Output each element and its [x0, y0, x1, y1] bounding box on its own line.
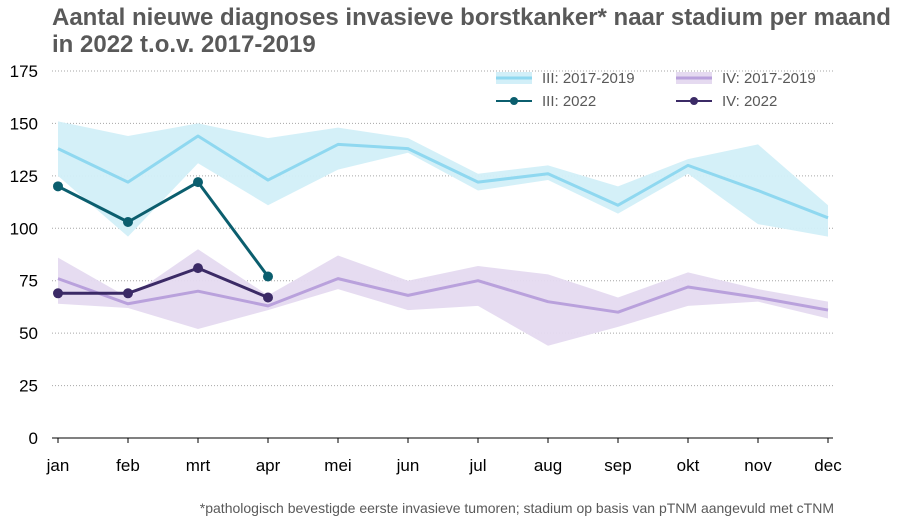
grid-layer — [52, 70, 833, 387]
line-layer — [53, 177, 273, 303]
x-tick-label-apr: apr — [256, 456, 281, 475]
x-tick-label-dec: dec — [814, 456, 842, 475]
chart-title-line-1: Aantal nieuwe diagnoses invasieve borstk… — [52, 4, 891, 31]
point-iv-2022-apr — [263, 292, 273, 303]
band-layer — [57, 121, 829, 346]
legend-label-iv-2017-2019: IV: 2017-2019 — [722, 70, 816, 87]
x-tick-label-sep: sep — [604, 456, 631, 475]
y-tick-label-150: 150 — [10, 114, 38, 133]
x-tick-label-jun: jun — [396, 456, 420, 475]
x-tick-label-aug: aug — [534, 456, 562, 475]
legend-label-iii-2022: III: 2022 — [542, 93, 596, 110]
x-tick-label-nov: nov — [744, 456, 772, 475]
point-iv-2022-feb — [123, 288, 133, 299]
legend-swatch-marker-iv-2022 — [690, 97, 698, 105]
point-iii-2022-feb — [123, 216, 133, 227]
series-line-iv-2022 — [58, 266, 269, 299]
band-area-iv-2017-2019 — [58, 249, 828, 346]
legend: III: 2017-2019 IV: 2017-2019 III: 2022 IV: … — [496, 70, 816, 110]
point-iii-2022-mrt — [193, 177, 203, 188]
point-iv-2022-jan — [53, 288, 63, 299]
y-tick-label-50: 50 — [19, 324, 38, 343]
y-tick-label-125: 125 — [10, 167, 38, 186]
band-mean-line-iii-2017-2019 — [57, 134, 829, 220]
x-tick-label-okt: okt — [677, 456, 700, 475]
y-tick-label-75: 75 — [19, 272, 38, 291]
chart-title-line-2: in 2022 t.o.v. 2017-2019 — [52, 31, 316, 58]
point-iii-2022-jan — [53, 181, 63, 192]
y-tick-label-0: 0 — [29, 429, 38, 448]
y-tick-label-175: 175 — [10, 62, 38, 81]
series-line-iii-2022 — [57, 180, 270, 278]
band-area-iii-2017-2019 — [58, 121, 828, 237]
x-tick-label-mei: mei — [324, 456, 351, 475]
point-iii-2022-apr — [263, 271, 273, 282]
chart-title: Aantal nieuwe diagnoses invasieve borstk… — [52, 4, 898, 58]
y-tick-label-25: 25 — [19, 377, 38, 396]
x-tick-label-mrt: mrt — [186, 456, 211, 475]
x-tick-label-jul: jul — [468, 456, 486, 475]
x-tick-label-feb: feb — [116, 456, 140, 475]
footnote: *pathologisch bevestigde eerste invasiev… — [199, 500, 834, 516]
point-iv-2022-mrt — [193, 263, 203, 274]
axis-layer: 0 25 50 75 100 125 150 175 jan feb mrt apr mei jun jul… — [10, 62, 843, 475]
legend-label-iii-2017-2019: III: 2017-2019 — [542, 70, 635, 87]
legend-swatch-marker-iii-2022 — [510, 97, 518, 105]
y-tick-label-100: 100 — [10, 219, 38, 238]
band-mean-line-iv-2017-2019 — [57, 277, 829, 314]
legend-label-iv-2022: IV: 2022 — [722, 93, 777, 110]
x-tick-label-jan: jan — [46, 456, 70, 475]
